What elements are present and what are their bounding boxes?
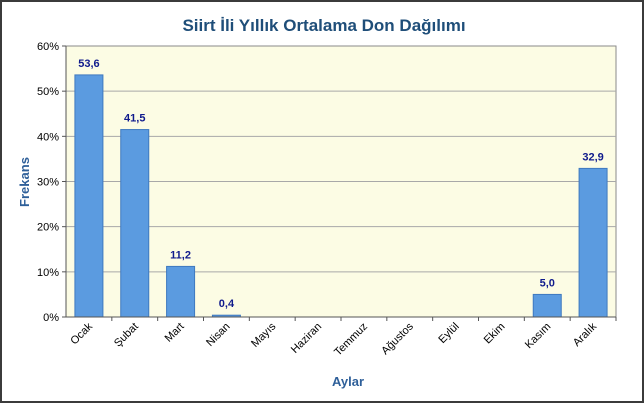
y-tick-label: 60%	[37, 41, 59, 53]
bar-1	[74, 74, 104, 318]
y-tick-label: 20%	[37, 222, 59, 234]
gridlines	[62, 45, 617, 321]
y-tick-label: 30%	[37, 177, 59, 189]
x-axis-tick-labels: Ocak Şubat Mart Nisan Mayıs Haziran Temmuz Ağus…	[68, 320, 599, 358]
data-label: 41,5	[124, 113, 145, 125]
bar-12	[578, 167, 608, 318]
x-tick-label: Şubat	[112, 321, 141, 350]
data-label: 5,0	[540, 277, 555, 289]
x-axis-title: Aylar	[332, 374, 364, 389]
x-tick-label: Mart	[163, 321, 187, 345]
bars	[74, 74, 608, 318]
x-tick-label: Ekim	[482, 321, 508, 347]
x-tick-label: Nisan	[204, 321, 232, 349]
bar-2	[120, 129, 150, 318]
y-axis-tick-labels: 0% 10% 20% 30% 40% 50% 60%	[37, 41, 59, 324]
chart-title: Siirt İli Yıllık Ortalama Don Dağılımı	[182, 16, 465, 35]
y-tick-label: 50%	[37, 86, 59, 98]
x-tick-label: Aralık	[571, 320, 600, 349]
data-labels: 53,6 41,5 11,2 0,4 5,0 32,9	[78, 58, 604, 310]
x-tick-label: Haziran	[289, 321, 324, 356]
x-tick-label: Ocak	[68, 320, 95, 347]
y-tick-label: 10%	[37, 267, 59, 279]
x-tick-label: Kasım	[523, 321, 554, 352]
x-tick-label: Temmuz	[332, 321, 370, 359]
x-tick-label: Eylül	[436, 321, 461, 346]
y-axis-title: Frekans	[17, 157, 32, 207]
bar-11	[532, 293, 562, 318]
x-tick-label: Ağustos	[379, 320, 416, 357]
x-tick-label: Mayıs	[249, 320, 279, 350]
y-tick-label: 40%	[37, 131, 59, 143]
data-label: 53,6	[78, 58, 99, 70]
data-label: 0,4	[219, 298, 235, 310]
bar-3	[166, 265, 196, 318]
data-label: 32,9	[582, 151, 603, 163]
y-tick-label: 0%	[43, 312, 59, 324]
data-label: 11,2	[170, 249, 191, 261]
